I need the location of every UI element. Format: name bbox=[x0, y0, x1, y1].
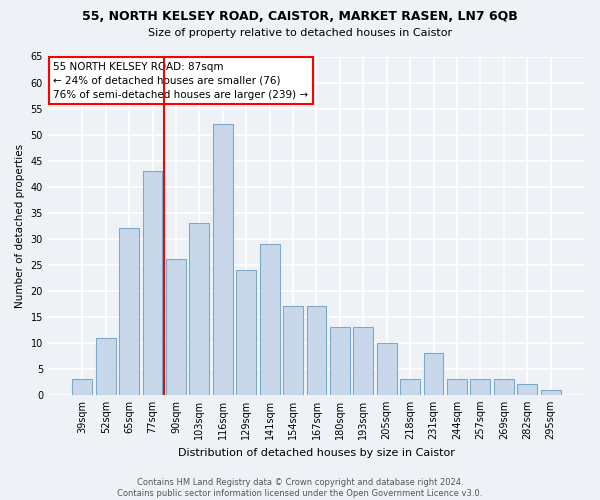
Bar bbox=[353, 327, 373, 395]
Bar bbox=[260, 244, 280, 395]
Bar bbox=[143, 171, 163, 395]
Bar bbox=[166, 260, 186, 395]
Bar bbox=[119, 228, 139, 395]
Bar bbox=[96, 338, 116, 395]
Y-axis label: Number of detached properties: Number of detached properties bbox=[15, 144, 25, 308]
Bar bbox=[470, 379, 490, 395]
Bar bbox=[400, 379, 420, 395]
Bar bbox=[447, 379, 467, 395]
Text: 55, NORTH KELSEY ROAD, CAISTOR, MARKET RASEN, LN7 6QB: 55, NORTH KELSEY ROAD, CAISTOR, MARKET R… bbox=[82, 10, 518, 23]
Bar bbox=[517, 384, 537, 395]
Bar bbox=[494, 379, 514, 395]
Bar bbox=[283, 306, 303, 395]
Bar bbox=[73, 379, 92, 395]
Bar bbox=[541, 390, 560, 395]
Bar bbox=[307, 306, 326, 395]
Bar bbox=[377, 343, 397, 395]
X-axis label: Distribution of detached houses by size in Caistor: Distribution of detached houses by size … bbox=[178, 448, 455, 458]
Text: 55 NORTH KELSEY ROAD: 87sqm
← 24% of detached houses are smaller (76)
76% of sem: 55 NORTH KELSEY ROAD: 87sqm ← 24% of det… bbox=[53, 62, 308, 100]
Bar bbox=[330, 327, 350, 395]
Bar bbox=[213, 124, 233, 395]
Bar bbox=[236, 270, 256, 395]
Text: Contains HM Land Registry data © Crown copyright and database right 2024.
Contai: Contains HM Land Registry data © Crown c… bbox=[118, 478, 482, 498]
Text: Size of property relative to detached houses in Caistor: Size of property relative to detached ho… bbox=[148, 28, 452, 38]
Bar bbox=[190, 223, 209, 395]
Bar bbox=[424, 353, 443, 395]
